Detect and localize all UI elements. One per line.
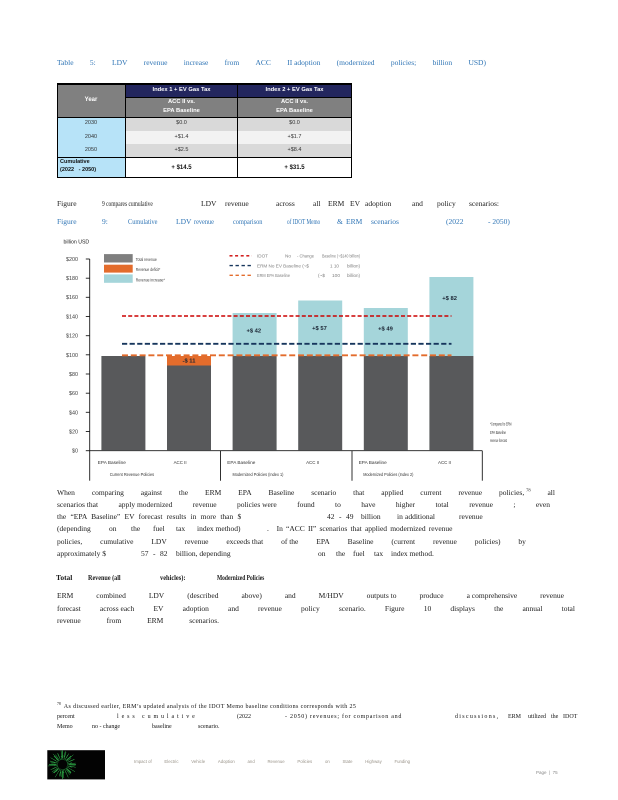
svg-text:+$ 49: +$ 49	[378, 327, 393, 333]
svg-text:$20: $20	[69, 429, 78, 435]
svg-text:+$ 82: +$ 82	[442, 296, 457, 302]
svg-text:No: No	[285, 254, 291, 259]
svg-text:$180: $180	[66, 276, 78, 282]
svg-text:EPA Baseline: EPA Baseline	[490, 430, 506, 435]
svg-text:(~$: (~$	[318, 273, 325, 278]
svg-text:$160: $160	[66, 295, 78, 301]
svg-text:billion): billion)	[347, 263, 360, 268]
svg-text:$80: $80	[69, 372, 78, 378]
svg-text:$120: $120	[66, 334, 78, 340]
svg-text:Current Revenue Policies: Current Revenue Policies	[110, 472, 155, 478]
svg-text:Revenue increase*: Revenue increase*	[136, 277, 165, 283]
svg-text:ACC II: ACC II	[174, 460, 187, 466]
svg-text:Revenue deficit*: Revenue deficit*	[136, 267, 161, 273]
svg-text:1 10: 1 10	[330, 263, 339, 268]
svg-text:ACC II: ACC II	[438, 460, 451, 466]
svg-text:billion USD: billion USD	[64, 240, 90, 246]
svg-text:Total revenue: Total revenue	[136, 257, 157, 263]
svg-text:ERM EPA Baseline: ERM EPA Baseline	[257, 273, 290, 278]
svg-text:Baseline (~$140 billion): Baseline (~$140 billion)	[322, 254, 360, 259]
svg-text:$200: $200	[66, 257, 78, 263]
svg-text:revenue forecast: revenue forecast	[490, 438, 507, 443]
svg-text:- Change: - Change	[297, 254, 314, 259]
svg-text:+$ 57: +$ 57	[312, 326, 327, 332]
svg-text:-$ 11: -$ 11	[183, 359, 197, 365]
svg-text:ACC II: ACC II	[306, 460, 319, 466]
svg-text:EPA Baseline: EPA Baseline	[98, 460, 126, 466]
svg-text:100: 100	[332, 273, 340, 278]
svg-text:$60: $60	[69, 391, 78, 397]
svg-text:ERM No EV Baseline (~$: ERM No EV Baseline (~$	[257, 263, 309, 268]
svg-text:EPA Baseline: EPA Baseline	[227, 460, 255, 466]
svg-text:+$ 42: +$ 42	[246, 329, 261, 335]
svg-text:$140: $140	[66, 314, 78, 320]
svg-text:IDOT: IDOT	[257, 254, 268, 259]
svg-text:*Compared to ERM: *Compared to ERM	[490, 422, 512, 427]
svg-text:$100: $100	[66, 353, 78, 359]
svg-text:billion): billion)	[347, 273, 360, 278]
svg-text:$40: $40	[69, 410, 78, 416]
svg-text:Modernized Policies (Index 2): Modernized Policies (Index 2)	[363, 472, 414, 478]
svg-text:EPA Baseline: EPA Baseline	[359, 460, 387, 466]
svg-text:$0: $0	[72, 449, 78, 455]
svg-text:Modernized Policies (Index 1): Modernized Policies (Index 1)	[233, 472, 284, 478]
